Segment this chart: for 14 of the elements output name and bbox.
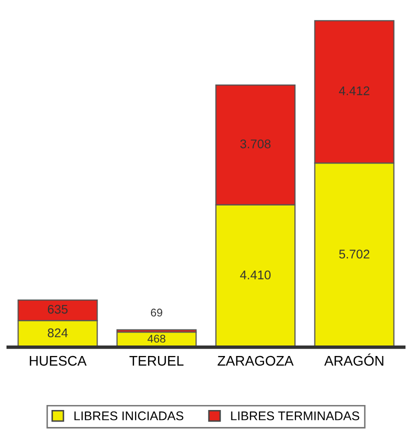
data-label: 635 <box>48 304 68 314</box>
legend-label: LIBRES TERMINADAS <box>231 411 360 420</box>
data-label: 4.412 <box>338 86 370 96</box>
x-tick-label: TERUEL <box>129 356 184 366</box>
x-tick-label: ZARAGOZA <box>218 356 294 366</box>
data-label: 69 <box>150 308 162 317</box>
x-tick-label: HUESCA <box>30 356 87 366</box>
data-label: 5.702 <box>339 250 370 259</box>
data-label: 4.410 <box>240 270 271 280</box>
data-label: 468 <box>148 334 166 343</box>
data-label: 824 <box>48 328 68 338</box>
legend-label: LIBRES INICIADAS <box>74 411 184 420</box>
data-label: 3.708 <box>240 139 271 148</box>
x-tick-label: ARAGÓN <box>324 354 384 366</box>
